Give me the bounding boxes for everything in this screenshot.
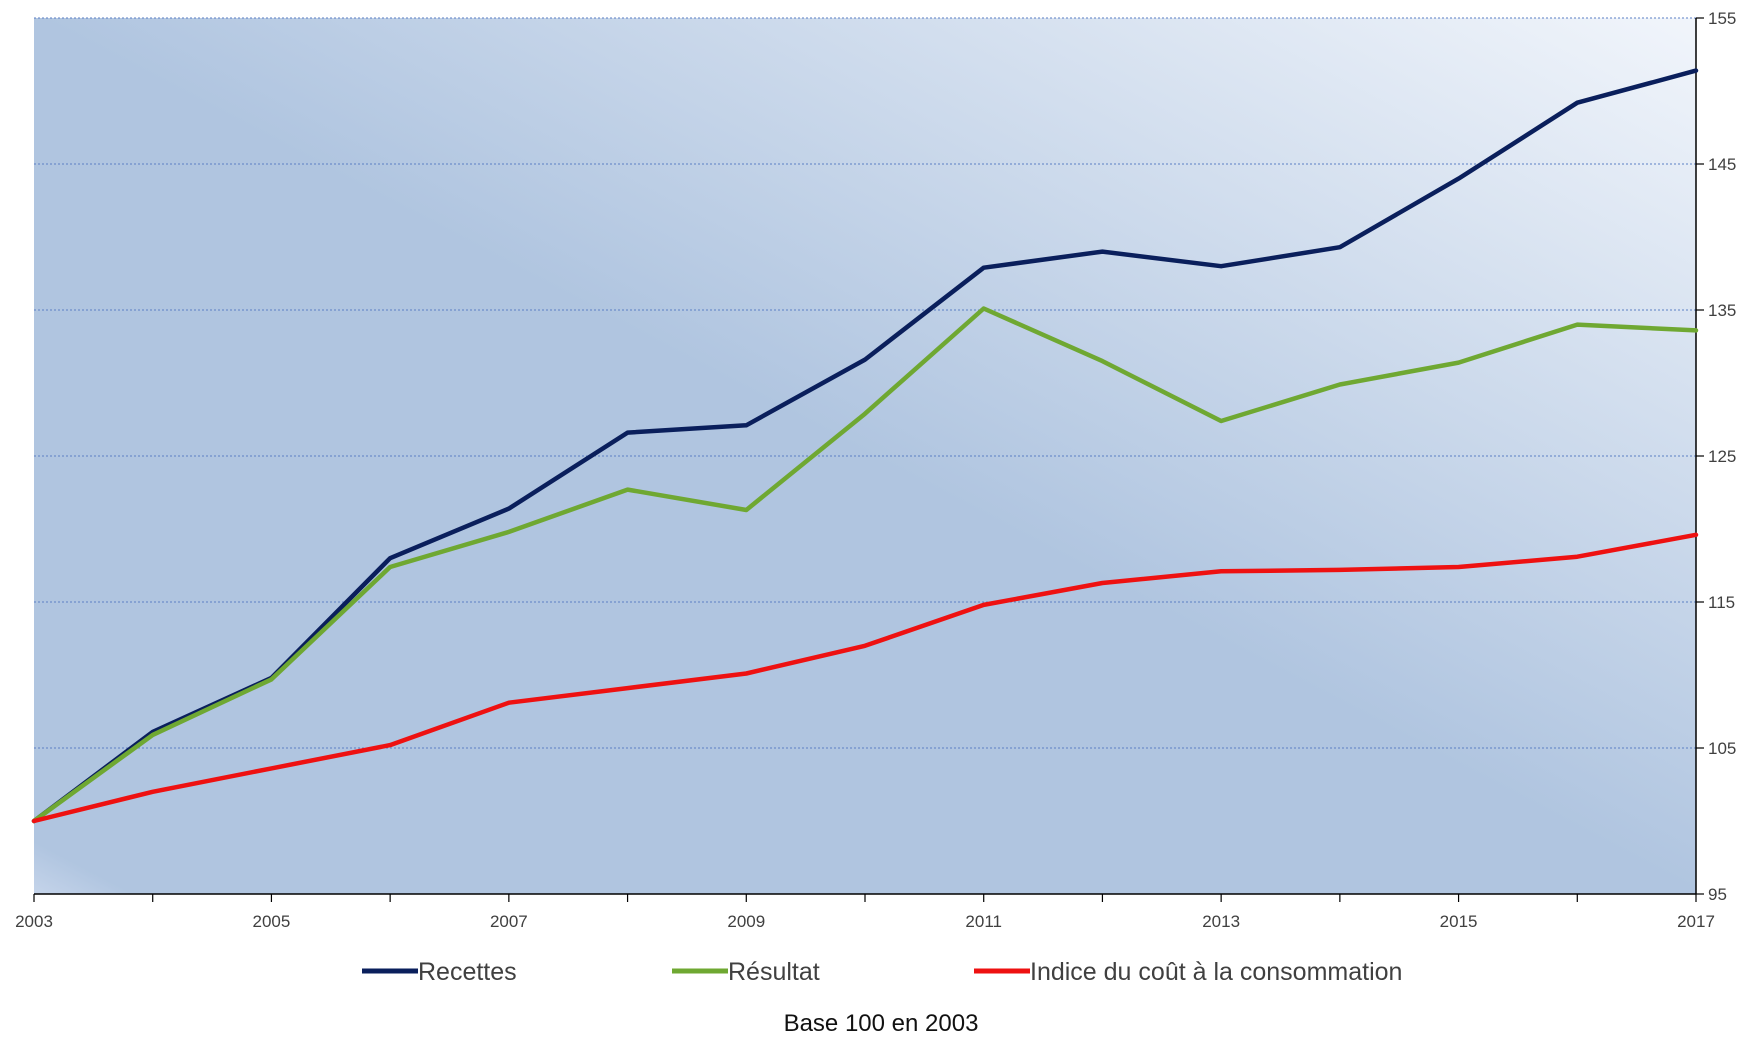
series-line-1: [31, 68, 1699, 824]
y-axis-ticks: 95 105 115 125 135 145 155: [1696, 9, 1736, 904]
series-lines: [31, 68, 1699, 824]
legend-label: Indice du coût à la consommation: [1030, 958, 1402, 986]
x-tick-label: 2007: [490, 912, 528, 931]
series-line-2: [31, 306, 1699, 824]
x-tick-label: 2003: [15, 912, 53, 931]
y-tick-label: 145: [1708, 155, 1736, 174]
x-tick-label: 2009: [727, 912, 765, 931]
gridlines: [34, 17, 1696, 749]
series-line-3: [31, 532, 1699, 824]
y-tick-label: 95: [1708, 885, 1727, 904]
y-tick-label: 105: [1708, 739, 1736, 758]
chart-caption: Base 100 en 2003: [783, 1010, 979, 1037]
x-tick-label: 2017: [1677, 912, 1715, 931]
x-tick-label: 2015: [1440, 912, 1478, 931]
y-tick-label: 135: [1708, 301, 1736, 320]
x-tick-label: 2005: [253, 912, 291, 931]
y-tick-label: 155: [1708, 9, 1736, 28]
legend-label: Résultat: [728, 958, 820, 986]
legend-label: Recettes: [418, 958, 517, 986]
y-tick-label: 115: [1708, 593, 1735, 612]
x-axis-ticks: 2003 2005 2007 2009 2011 2013 2015 2017: [15, 894, 1715, 931]
x-tick-label: 2011: [965, 912, 1002, 931]
y-tick-label: 125: [1708, 447, 1736, 466]
x-tick-label: 2013: [1202, 912, 1240, 931]
legend: Recettes Résultat Indice du coût à la cons…: [362, 958, 1402, 986]
